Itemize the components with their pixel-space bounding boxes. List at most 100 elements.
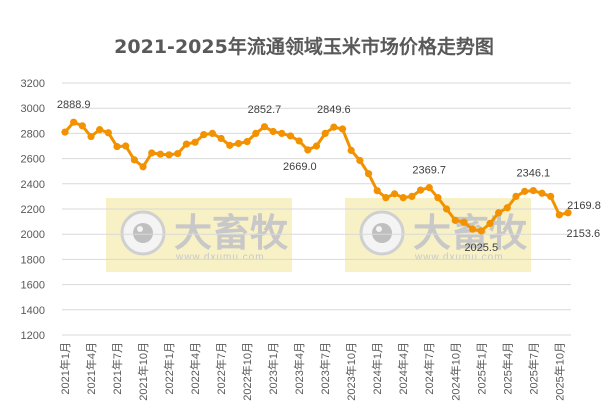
x-tick-label: 2023年4月 (292, 342, 306, 395)
x-tick-label: 2021年7月 (110, 342, 124, 395)
data-point[interactable] (399, 194, 407, 202)
data-point[interactable] (104, 129, 112, 137)
data-point[interactable] (364, 170, 373, 178)
data-point[interactable] (564, 209, 572, 217)
data-point[interactable] (156, 150, 164, 158)
data-point[interactable] (122, 142, 130, 150)
data-point[interactable] (174, 149, 182, 158)
data-point[interactable] (226, 141, 234, 149)
data-label: 2169.8 (567, 200, 601, 212)
data-label: 2849.6 (317, 104, 351, 116)
data-point[interactable] (96, 126, 104, 134)
x-tick-label: 2023年7月 (318, 342, 332, 395)
y-tick-label: 2000 (21, 229, 45, 241)
data-point[interactable] (486, 219, 494, 228)
data-point[interactable] (442, 205, 451, 213)
data-point[interactable] (408, 192, 416, 200)
y-tick-label: 3000 (21, 103, 45, 115)
data-point[interactable] (87, 132, 95, 141)
data-label: 2852.7 (248, 104, 282, 116)
data-point[interactable] (61, 128, 69, 136)
data-point[interactable] (469, 225, 477, 233)
data-point[interactable] (252, 129, 260, 137)
y-tick-label: 1800 (21, 254, 45, 266)
x-tick-label: 2023年10月 (344, 342, 358, 401)
data-point[interactable] (165, 151, 173, 159)
data-point[interactable] (278, 129, 286, 137)
data-point[interactable] (503, 204, 511, 212)
data-point[interactable] (243, 137, 251, 146)
data-point[interactable] (269, 127, 277, 136)
data-point[interactable] (286, 132, 295, 140)
y-tick-label: 2200 (21, 204, 45, 216)
data-point[interactable] (477, 227, 485, 235)
data-label: 2153.6 (566, 228, 600, 240)
data-point[interactable] (139, 163, 147, 171)
y-tick-label: 1200 (21, 330, 45, 342)
data-point[interactable] (234, 139, 243, 148)
data-point[interactable] (495, 209, 503, 217)
x-tick-label: 2024年4月 (396, 342, 410, 395)
data-point[interactable] (200, 131, 208, 139)
data-point[interactable] (373, 187, 381, 195)
data-point[interactable] (113, 143, 121, 151)
data-point[interactable] (382, 194, 390, 202)
data-point[interactable] (217, 134, 225, 143)
x-tick-label: 2025年1月 (474, 342, 488, 395)
data-point[interactable] (434, 194, 442, 202)
data-label: 2369.7 (412, 165, 446, 177)
data-point[interactable] (529, 186, 537, 195)
chart-title: 2021-2025年流通领域玉米市场价格走势图 (114, 36, 494, 58)
data-point[interactable] (416, 186, 425, 194)
x-tick-label: 2024年1月 (370, 342, 384, 395)
x-tick-label: 2024年7月 (422, 342, 436, 395)
watermark-brand: 大畜牧 (413, 211, 528, 255)
x-tick-label: 2023年1月 (266, 342, 280, 395)
data-label: 2669.0 (283, 161, 317, 173)
watermark-url: www.dxumu.com (175, 252, 265, 263)
data-point[interactable] (78, 122, 86, 130)
data-point[interactable] (130, 156, 138, 164)
watermark-url: www.dxumu.com (414, 252, 504, 263)
watermark-brand: 大畜牧 (174, 211, 289, 255)
data-point[interactable] (330, 123, 338, 131)
data-point[interactable] (347, 146, 355, 155)
x-tick-label: 2022年4月 (188, 342, 202, 395)
data-point[interactable] (425, 184, 433, 192)
y-tick-label: 1600 (21, 280, 45, 292)
y-tick-label: 2600 (21, 154, 45, 166)
x-tick-label: 2025年7月 (526, 342, 540, 395)
data-point[interactable] (295, 137, 303, 145)
data-point[interactable] (191, 138, 199, 146)
y-tick-label: 3200 (21, 78, 45, 90)
data-point[interactable] (521, 187, 529, 195)
x-tick-label: 2022年10月 (240, 342, 254, 401)
data-point[interactable] (460, 218, 468, 226)
x-tick-label: 2025年4月 (500, 342, 514, 395)
data-point[interactable] (304, 146, 312, 154)
data-point[interactable] (208, 129, 217, 137)
data-label: 2888.9 (57, 99, 91, 111)
data-point[interactable] (356, 156, 364, 165)
data-point[interactable] (538, 189, 546, 197)
data-point[interactable] (451, 216, 459, 224)
x-tick-label: 2022年1月 (162, 342, 176, 395)
data-point[interactable] (148, 149, 156, 157)
data-label: 2025.5 (464, 242, 498, 254)
data-point[interactable] (182, 140, 191, 148)
y-tick-label: 2400 (21, 179, 45, 191)
data-point[interactable] (547, 192, 555, 200)
data-point[interactable] (555, 211, 563, 219)
data-point[interactable] (321, 129, 329, 137)
data-point[interactable] (338, 125, 347, 133)
x-tick-label: 2022年7月 (214, 342, 228, 395)
y-tick-label: 2800 (21, 128, 45, 140)
x-tick-label: 2025年10月 (552, 342, 566, 401)
data-point[interactable] (512, 192, 520, 200)
data-point[interactable] (70, 118, 78, 126)
data-point[interactable] (260, 123, 269, 131)
data-point[interactable] (312, 142, 321, 150)
data-point[interactable] (390, 190, 399, 198)
